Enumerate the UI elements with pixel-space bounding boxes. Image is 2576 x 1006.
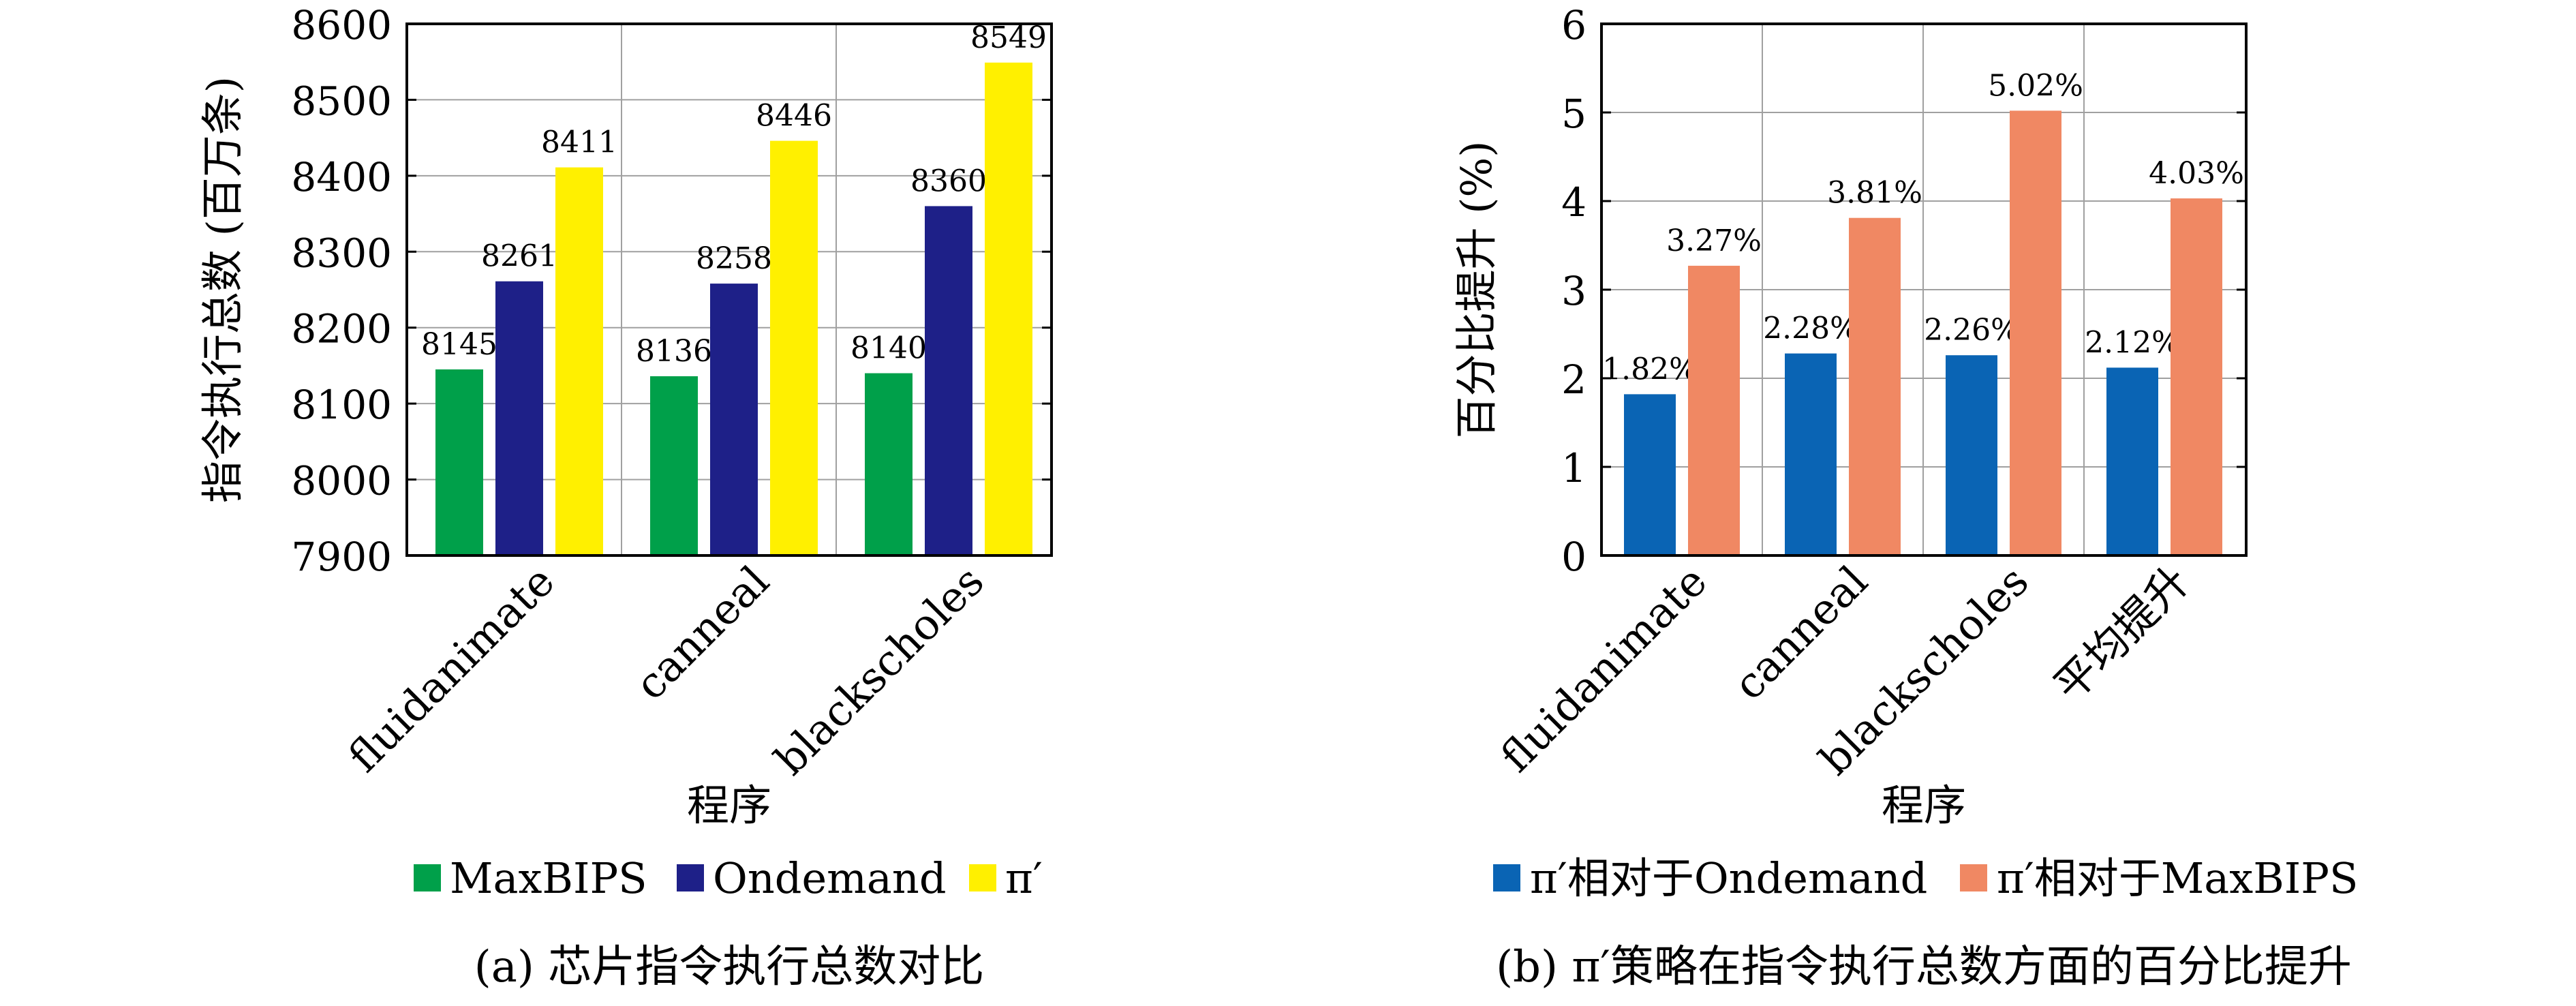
data-label: 2.26% (1924, 313, 2019, 348)
data-label: 3.27% (1666, 224, 1762, 258)
data-label: 8258 (696, 241, 772, 276)
legend-swatch-2 (677, 864, 704, 891)
y-tick-label: 1 (1561, 445, 1586, 491)
x-tick-label: blackscholes (765, 556, 993, 784)
bar-1 (435, 369, 483, 555)
legend-label-1: π′相对于Ondemand (1530, 853, 1927, 903)
y-tick-label: 6 (1561, 2, 1586, 48)
y-tick-label: 8000 (291, 458, 392, 504)
y-tick-label: 4 (1561, 179, 1586, 226)
bar-2 (925, 206, 972, 555)
bar-1 (2106, 367, 2158, 555)
y-axis-label: 指令执行总数 (百万条) (198, 76, 247, 503)
bar-1 (865, 373, 913, 555)
bar-1 (650, 376, 698, 555)
data-label: 8549 (970, 20, 1047, 55)
bar-1 (1785, 353, 1837, 555)
caption: (b) π′策略在指令执行总数方面的百分比提升 (1496, 942, 2352, 992)
bar-3 (770, 140, 818, 556)
x-tick-label: fluidanimate (339, 556, 564, 782)
y-tick-label: 8600 (291, 2, 392, 48)
legend-swatch-1 (1493, 864, 1520, 891)
bar-2 (2171, 198, 2222, 556)
x-tick-label: 平均提升 (2044, 556, 2199, 711)
data-label: 8360 (910, 164, 987, 198)
data-label: 8446 (756, 99, 832, 134)
bar-2 (1849, 217, 1901, 555)
bar-3 (985, 62, 1032, 556)
y-tick-label: 8200 (291, 306, 392, 352)
data-label: 3.81% (1827, 176, 1922, 211)
data-label: 8136 (636, 334, 712, 369)
y-tick-label: 5 (1561, 91, 1586, 137)
x-axis-label: 程序 (1882, 780, 1966, 830)
x-axis-label: 程序 (687, 780, 771, 830)
legend-label-2: π′相对于MaxBIPS (1997, 853, 2358, 903)
plot-frame (1600, 22, 2248, 557)
bar-3 (555, 167, 603, 556)
data-label: 8145 (421, 327, 497, 362)
legend-swatch-3 (969, 864, 996, 891)
y-tick-label: 2 (1561, 356, 1586, 403)
y-tick-label: 8100 (291, 382, 392, 428)
data-label: 8411 (541, 125, 617, 160)
y-tick-label: 8300 (291, 230, 392, 276)
legend-swatch-2 (1960, 864, 1987, 891)
y-tick-label: 3 (1561, 268, 1586, 314)
y-axis-label: 百分比提升 (%) (1452, 141, 1501, 439)
bar-2 (2010, 110, 2061, 555)
data-label: 4.03% (2149, 156, 2244, 191)
x-tick-label: fluidanimate (1491, 556, 1717, 782)
bar-1 (1624, 394, 1676, 555)
data-label: 2.28% (1763, 311, 1858, 346)
bar-2 (710, 284, 758, 555)
chart-b: 0 1 2 3 4 5 6 1.82% 3.27% fluidanimate 2.28% 3.81% c… (1452, 2, 2358, 992)
y-tick-label: 8400 (291, 154, 392, 200)
legend-label-3: π′ (1005, 853, 1043, 903)
legend-label-2: Ondemand (713, 853, 947, 903)
data-label: 5.02% (1988, 68, 2083, 103)
data-label: 1.82% (1602, 352, 1698, 386)
legend-swatch-1 (414, 864, 441, 891)
y-tick-label: 7900 (291, 534, 392, 580)
chart-a: 7900 8000 8100 8200 8300 8400 8500 8600 8145 8261… (198, 2, 1053, 992)
plot-frame (405, 22, 1053, 557)
bar-2 (1688, 265, 1740, 555)
data-label: 8261 (481, 239, 557, 274)
legend-label-1: MaxBIPS (450, 853, 647, 903)
data-label: 8140 (850, 331, 927, 366)
caption: (a) 芯片指令执行总数对比 (474, 942, 984, 992)
bar-1 (1946, 355, 1997, 555)
x-tick-label: canneal (626, 556, 779, 710)
x-tick-label: canneal (1724, 556, 1877, 710)
data-label: 2.12% (2085, 325, 2180, 360)
y-tick-label: 0 (1561, 534, 1586, 580)
y-tick-label: 8500 (291, 78, 392, 124)
bar-2 (495, 281, 543, 555)
